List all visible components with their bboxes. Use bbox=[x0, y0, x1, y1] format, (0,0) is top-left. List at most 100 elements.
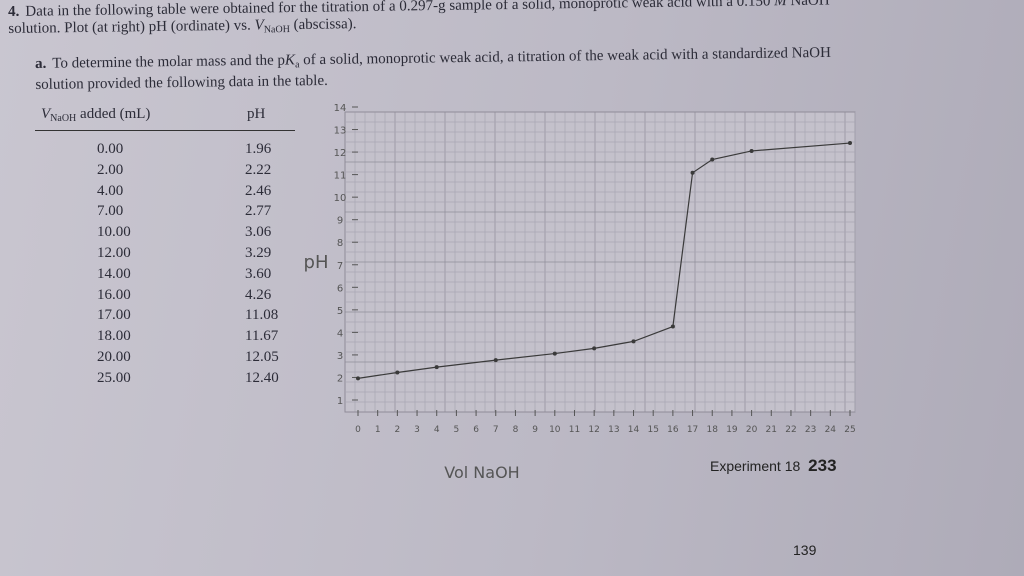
table-cell: 7.00 bbox=[97, 203, 124, 220]
x-tick-label: 15 bbox=[647, 425, 658, 435]
table-cell: 11.08 bbox=[245, 307, 279, 324]
x-tick-label: 7 bbox=[493, 425, 499, 435]
table-cell: 12.00 bbox=[97, 244, 131, 261]
table-row: 17.00 11.08 bbox=[35, 307, 295, 328]
x-tick-label: 24 bbox=[825, 425, 837, 435]
page-number: 139 bbox=[793, 542, 817, 558]
data-point bbox=[710, 157, 715, 162]
experiment-label: Experiment 18 233 bbox=[710, 456, 837, 476]
x-axis-title: Vol NaOH bbox=[444, 463, 519, 482]
table-cell: 16.00 bbox=[97, 286, 131, 303]
table-cell: 25.00 bbox=[97, 369, 131, 386]
y-tick-label: 5 bbox=[337, 306, 343, 317]
table-cell: 2.77 bbox=[245, 203, 272, 220]
table-row: 25.00 12.40 bbox=[35, 370, 295, 391]
table-cell: 12.40 bbox=[245, 369, 279, 386]
data-point bbox=[848, 141, 852, 146]
y-tick-label: 4 bbox=[337, 328, 343, 339]
table-cell: 0.00 bbox=[97, 141, 124, 157]
text-segment: pH bbox=[247, 106, 266, 122]
x-tick-label: 19 bbox=[726, 425, 738, 435]
data-point bbox=[749, 148, 754, 153]
table-row: 14.00 3.60 bbox=[35, 266, 295, 287]
x-tick-label: 9 bbox=[532, 425, 538, 435]
table-cell: 20.00 bbox=[97, 348, 131, 365]
x-tick-label: 8 bbox=[513, 425, 519, 435]
x-tick-label: 21 bbox=[766, 425, 777, 435]
x-tick-label: 10 bbox=[549, 425, 561, 435]
table-cell: 2.22 bbox=[245, 161, 272, 178]
table-cell: 3.29 bbox=[245, 244, 272, 261]
table-cell: 14.00 bbox=[97, 265, 131, 282]
table-header: VNaOH added (mL) pH bbox=[35, 106, 295, 131]
table-cell: 1.96 bbox=[245, 141, 272, 157]
data-point bbox=[493, 358, 498, 363]
y-tick-label: 12 bbox=[334, 148, 347, 159]
table-cell: 3.60 bbox=[245, 265, 272, 282]
table-row: 10.00 3.06 bbox=[35, 224, 295, 245]
x-tick-label: 18 bbox=[707, 425, 719, 435]
text-segment: added (mL) bbox=[76, 106, 151, 122]
y-tick-label: 7 bbox=[337, 261, 343, 272]
data-point bbox=[631, 339, 636, 344]
data-point bbox=[552, 351, 557, 356]
table-cell: 18.00 bbox=[97, 328, 131, 345]
x-tick-label: 0 bbox=[355, 425, 361, 435]
table-cell: 3.06 bbox=[245, 224, 272, 241]
x-tick-label: 13 bbox=[608, 425, 619, 435]
experiment: Experiment 18 bbox=[710, 458, 801, 474]
table-row: 16.00 4.26 bbox=[35, 287, 295, 308]
x-tick-label: 25 bbox=[844, 425, 855, 435]
y-tick-label: 14 bbox=[334, 103, 347, 114]
data-point bbox=[690, 170, 695, 175]
x-tick-label: 17 bbox=[687, 425, 698, 435]
table-cell: 11.67 bbox=[245, 328, 279, 345]
y-tick-label: 10 bbox=[334, 193, 347, 204]
data-point bbox=[592, 346, 597, 351]
y-tick-label: 1 bbox=[337, 396, 343, 407]
data-table: VNaOH added (mL) pH 0.00 1.96 2.00 2.22 4.00 2… bbox=[35, 106, 295, 391]
titration-curve bbox=[357, 142, 851, 379]
data-point bbox=[356, 376, 360, 381]
y-tick-label: 6 bbox=[337, 283, 343, 294]
x-tick-label: 2 bbox=[394, 425, 400, 435]
table-row: 0.00 1.96 bbox=[35, 141, 295, 162]
data-point bbox=[670, 324, 675, 329]
x-tick-label: 12 bbox=[588, 425, 599, 435]
x-tick-label: 4 bbox=[434, 425, 440, 435]
table-row: 18.00 11.67 bbox=[35, 328, 295, 349]
x-tick-label: 1 bbox=[375, 425, 381, 435]
table-row: 7.00 2.77 bbox=[35, 203, 295, 224]
table-cell: 2.46 bbox=[245, 182, 272, 199]
y-tick-label: 8 bbox=[337, 238, 343, 249]
y-tick-label: 13 bbox=[334, 126, 347, 137]
table-row: 4.00 2.46 bbox=[35, 183, 295, 204]
y-axis-title: pH bbox=[304, 252, 329, 273]
table-cell: 12.05 bbox=[245, 348, 279, 365]
table-cell: 2.00 bbox=[97, 161, 124, 178]
y-tick-label: 3 bbox=[337, 351, 343, 362]
x-tick-label: 20 bbox=[746, 425, 758, 435]
table-row: 2.00 2.22 bbox=[35, 162, 295, 183]
page-ref: 233 bbox=[808, 456, 837, 475]
x-tick-label: 16 bbox=[667, 425, 679, 435]
data-point bbox=[395, 370, 400, 375]
x-tick-label: 11 bbox=[569, 425, 580, 435]
table-row: 12.00 3.29 bbox=[35, 245, 295, 266]
x-tick-label: 22 bbox=[785, 425, 796, 435]
table-cell: 4.00 bbox=[97, 182, 124, 199]
text-segment: NaOH bbox=[50, 113, 77, 124]
table-cell: 4.26 bbox=[245, 286, 272, 303]
x-tick-label: 6 bbox=[473, 425, 479, 435]
x-tick-label: 5 bbox=[454, 425, 460, 435]
y-tick-label: 11 bbox=[334, 171, 347, 182]
text-segment: V bbox=[41, 106, 51, 122]
x-tick-label: 3 bbox=[414, 425, 420, 435]
table-cell: 17.00 bbox=[97, 307, 131, 324]
table-row: 20.00 12.05 bbox=[35, 349, 295, 370]
x-tick-label: 23 bbox=[805, 425, 816, 435]
x-tick-label: 14 bbox=[628, 425, 640, 435]
y-tick-label: 2 bbox=[337, 373, 343, 384]
